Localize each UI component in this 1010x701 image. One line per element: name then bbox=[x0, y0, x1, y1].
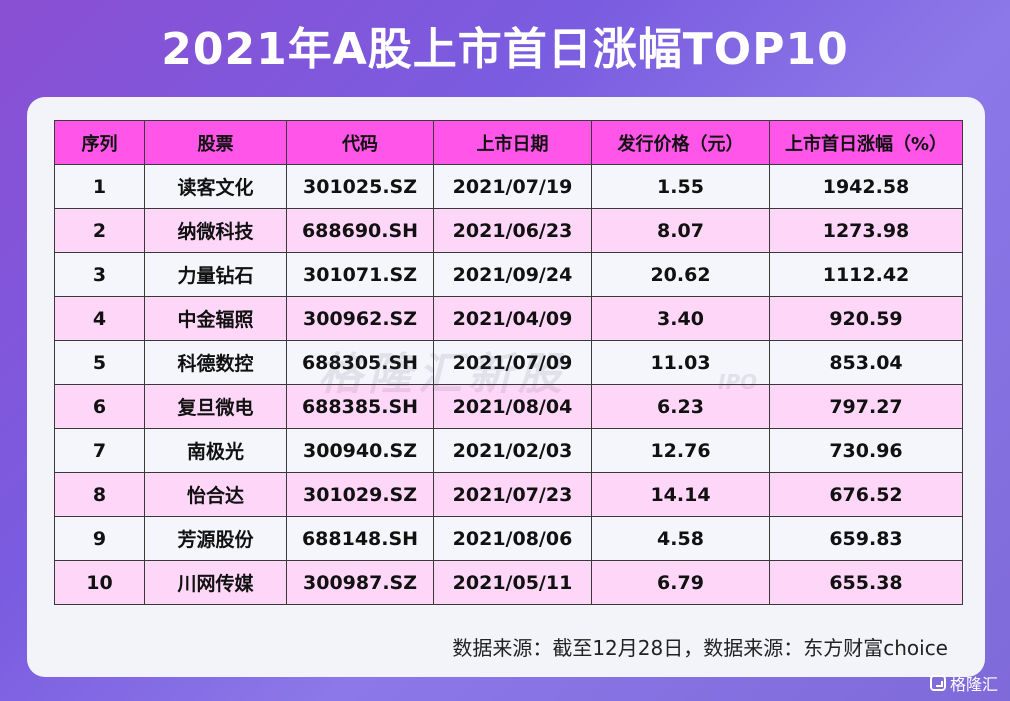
cell-price: 20.62 bbox=[591, 252, 770, 297]
table-row: 3 力量钻石 301071.SZ 2021/09/24 20.62 1112.4… bbox=[54, 252, 963, 297]
cell-price: 8.07 bbox=[591, 208, 770, 253]
cell-code: 688690.SH bbox=[286, 208, 434, 253]
cell-stock: 力量钻石 bbox=[144, 252, 287, 297]
cell-index: 8 bbox=[54, 472, 145, 517]
cell-index: 2 bbox=[54, 208, 145, 253]
cell-stock: 纳微科技 bbox=[144, 208, 287, 253]
cell-date: 2021/09/24 bbox=[433, 252, 592, 297]
cell-index: 4 bbox=[54, 296, 145, 341]
cell-code: 300962.SZ bbox=[286, 296, 434, 341]
cell-gain: 730.96 bbox=[769, 428, 963, 473]
header-index: 序列 bbox=[54, 120, 145, 165]
cell-index: 10 bbox=[54, 560, 145, 605]
brand-name: 格隆汇 bbox=[949, 675, 998, 694]
header-stock: 股票 bbox=[144, 120, 287, 165]
cell-date: 2021/07/23 bbox=[433, 472, 592, 517]
table-row: 7 南极光 300940.SZ 2021/02/03 12.76 730.96 bbox=[54, 428, 963, 473]
header-listing-date: 上市日期 bbox=[433, 120, 592, 165]
cell-stock: 川网传媒 bbox=[144, 560, 287, 605]
cell-date: 2021/06/23 bbox=[433, 208, 592, 253]
cell-code: 688385.SH bbox=[286, 384, 434, 429]
page-title: 2021年A股上市首日涨幅TOP10 bbox=[161, 24, 849, 75]
cell-stock: 芳源股份 bbox=[144, 516, 287, 561]
cell-index: 7 bbox=[54, 428, 145, 473]
header-code: 代码 bbox=[286, 120, 434, 165]
cell-stock: 南极光 bbox=[144, 428, 287, 473]
cell-stock: 怡合达 bbox=[144, 472, 287, 517]
cell-gain: 659.83 bbox=[769, 516, 963, 561]
cell-date: 2021/07/19 bbox=[433, 164, 592, 209]
cell-stock: 中金辐照 bbox=[144, 296, 287, 341]
table-row: 9 芳源股份 688148.SH 2021/08/06 4.58 659.83 bbox=[54, 516, 963, 561]
cell-date: 2021/07/09 bbox=[433, 340, 592, 385]
ipo-ranking-table: 序列 股票 代码 上市日期 发行价格（元） 上市首日涨幅（%） 1 读客文化 3… bbox=[54, 120, 963, 605]
cell-code: 300987.SZ bbox=[286, 560, 434, 605]
cell-date: 2021/05/11 bbox=[433, 560, 592, 605]
cell-index: 9 bbox=[54, 516, 145, 561]
cell-price: 14.14 bbox=[591, 472, 770, 517]
data-source-note: 数据来源：截至12月28日，数据来源：东方财富choice bbox=[452, 636, 948, 660]
cell-gain: 676.52 bbox=[769, 472, 963, 517]
cell-date: 2021/08/04 bbox=[433, 384, 592, 429]
header-first-day-gain: 上市首日涨幅（%） bbox=[769, 120, 963, 165]
table-row: 4 中金辐照 300962.SZ 2021/04/09 3.40 920.59 bbox=[54, 296, 963, 341]
cell-date: 2021/04/09 bbox=[433, 296, 592, 341]
table-row: 5 科德数控 688305.SH 2021/07/09 11.03 853.04 bbox=[54, 340, 963, 385]
cell-code: 301071.SZ bbox=[286, 252, 434, 297]
cell-price: 12.76 bbox=[591, 428, 770, 473]
cell-price: 11.03 bbox=[591, 340, 770, 385]
cell-stock: 科德数控 bbox=[144, 340, 287, 385]
cell-price: 6.79 bbox=[591, 560, 770, 605]
cell-index: 1 bbox=[54, 164, 145, 209]
table-row: 10 川网传媒 300987.SZ 2021/05/11 6.79 655.38 bbox=[54, 560, 963, 605]
cell-code: 301029.SZ bbox=[286, 472, 434, 517]
cell-gain: 853.04 bbox=[769, 340, 963, 385]
cell-index: 5 bbox=[54, 340, 145, 385]
cell-code: 688305.SH bbox=[286, 340, 434, 385]
cell-price: 4.58 bbox=[591, 516, 770, 561]
cell-index: 6 bbox=[54, 384, 145, 429]
table-header-row: 序列 股票 代码 上市日期 发行价格（元） 上市首日涨幅（%） bbox=[54, 120, 963, 165]
cell-code: 300940.SZ bbox=[286, 428, 434, 473]
cell-date: 2021/08/06 bbox=[433, 516, 592, 561]
brand-logo: 格隆汇 bbox=[929, 671, 998, 695]
cell-price: 1.55 bbox=[591, 164, 770, 209]
table-row: 2 纳微科技 688690.SH 2021/06/23 8.07 1273.98 bbox=[54, 208, 963, 253]
cell-gain: 797.27 bbox=[769, 384, 963, 429]
table-row: 1 读客文化 301025.SZ 2021/07/19 1.55 1942.58 bbox=[54, 164, 963, 209]
cell-code: 688148.SH bbox=[286, 516, 434, 561]
header-issue-price: 发行价格（元） bbox=[591, 120, 770, 165]
gelonghui-logo-icon bbox=[929, 675, 946, 691]
cell-index: 3 bbox=[54, 252, 145, 297]
cell-gain: 1942.58 bbox=[769, 164, 963, 209]
table-row: 8 怡合达 301029.SZ 2021/07/23 14.14 676.52 bbox=[54, 472, 963, 517]
cell-date: 2021/02/03 bbox=[433, 428, 592, 473]
cell-stock: 复旦微电 bbox=[144, 384, 287, 429]
cell-gain: 920.59 bbox=[769, 296, 963, 341]
cell-price: 3.40 bbox=[591, 296, 770, 341]
cell-price: 6.23 bbox=[591, 384, 770, 429]
cell-gain: 1112.42 bbox=[769, 252, 963, 297]
table-row: 6 复旦微电 688385.SH 2021/08/04 6.23 797.27 bbox=[54, 384, 963, 429]
cell-gain: 1273.98 bbox=[769, 208, 963, 253]
cell-stock: 读客文化 bbox=[144, 164, 287, 209]
cell-code: 301025.SZ bbox=[286, 164, 434, 209]
cell-gain: 655.38 bbox=[769, 560, 963, 605]
